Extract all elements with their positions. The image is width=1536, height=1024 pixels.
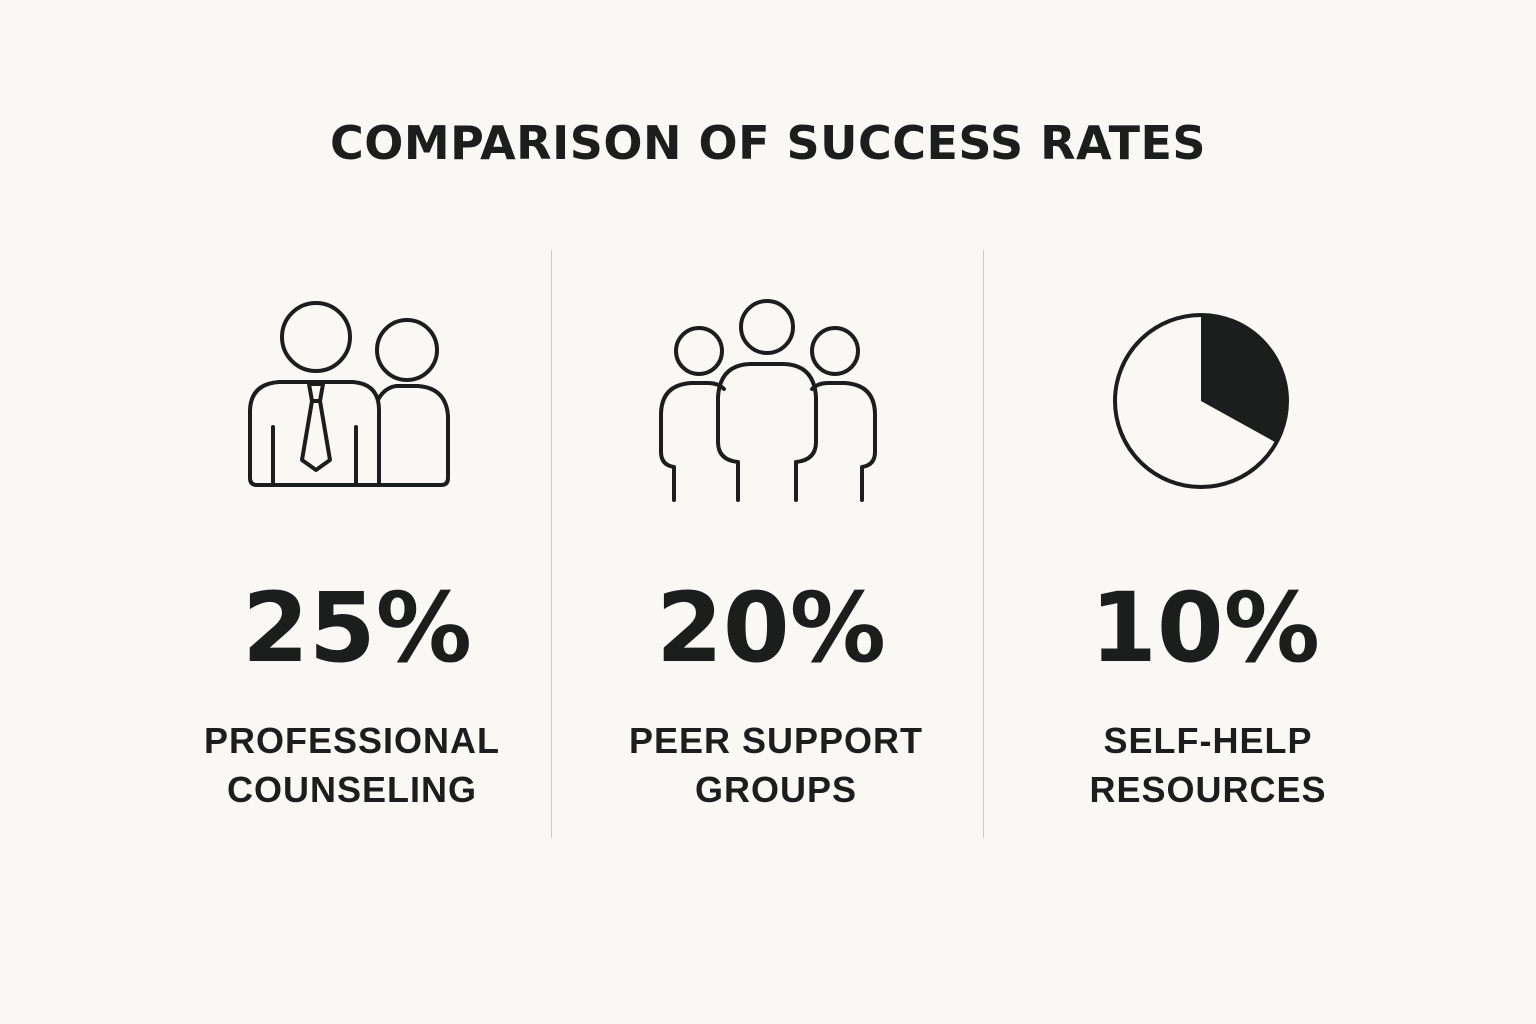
stat-label-line: RESOURCES <box>1089 769 1327 810</box>
column-divider <box>551 250 552 838</box>
page-title: COMPARISON OF SUCCESS RATES <box>329 116 1207 170</box>
pie-icon <box>1110 310 1292 492</box>
stat-label: PEER SUPPORT GROUPS <box>576 716 976 814</box>
stat-label: PROFESSIONAL COUNSELING <box>152 716 552 814</box>
stat-label-line: PROFESSIONAL <box>203 720 501 761</box>
group-icon <box>656 297 880 503</box>
stat-label-line: PEER SUPPORT <box>628 720 924 761</box>
stat-label: SELF-HELP RESOURCES <box>1008 716 1408 814</box>
stat-label-line: GROUPS <box>694 769 858 810</box>
stat-value: 20% <box>656 572 886 684</box>
stat-value: 25% <box>242 572 472 684</box>
stat-label-line: COUNSELING <box>226 769 477 810</box>
stat-label-line: SELF-HELP <box>1103 720 1313 761</box>
column-divider <box>983 250 984 838</box>
professional-icon <box>246 300 456 490</box>
stat-value: 10% <box>1090 572 1320 684</box>
